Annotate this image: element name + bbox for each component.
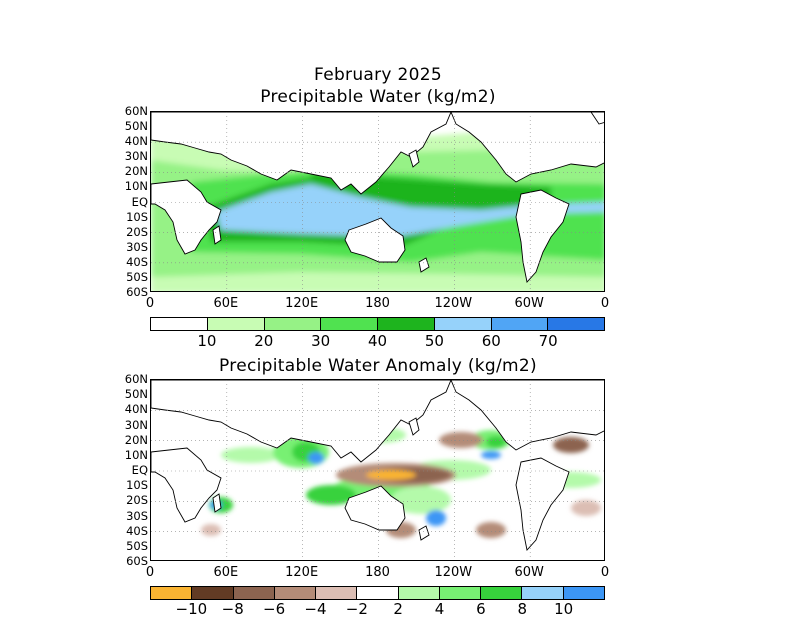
bottom-lon-label: 120W: [434, 565, 473, 580]
bottom-lat-label: 50S: [126, 538, 148, 553]
continents: [151, 112, 604, 283]
bottom-colorbar-label: −8: [221, 600, 244, 618]
bottom-colorbar-swatch: [192, 587, 234, 599]
map-date-title: February 2025: [314, 65, 442, 85]
bottom-lat-label: 50N: [124, 387, 148, 402]
bottom-lon-label: 0: [600, 565, 610, 580]
top-colorbar-swatch: [264, 318, 322, 330]
top-colorbar-swatch: [548, 318, 604, 330]
top-lat-label: 40S: [126, 254, 148, 269]
bottom-colorbar-label: 8: [517, 600, 528, 618]
bottom-colorbar-swatch: [357, 587, 399, 599]
top-lat-label: 30N: [124, 149, 148, 164]
top-colorbar-swatch: [321, 318, 378, 330]
bottom-colorbar-swatch: [481, 587, 523, 599]
bottom-colorbar-swatch: [151, 587, 193, 599]
bottom-colorbar-swatch: [439, 587, 482, 599]
bottom-lon-label: 180: [365, 565, 390, 580]
bottom-lat-label: 10N: [124, 447, 148, 462]
top-lat-label: 50N: [124, 119, 148, 134]
top-lon-label: 60W: [514, 296, 544, 311]
bottom-colorbar-swatch: [398, 587, 440, 599]
top-lon-label: 0: [145, 296, 155, 311]
bottom-lat-label: 40S: [126, 523, 148, 538]
bottom-lon-label: 120E: [285, 565, 319, 580]
bottom-colorbar-label: 2: [393, 600, 403, 618]
bottom-colorbar-label: −4: [304, 600, 327, 618]
bottom-lat-label: 30N: [124, 417, 148, 432]
top-colorbar-swatch: [378, 318, 435, 330]
bottom-lat-label: 60S: [126, 554, 148, 568]
top-lon-label: 120W: [434, 296, 473, 311]
top-lon-label: 60E: [213, 296, 239, 311]
top-lat-label: EQ: [131, 194, 148, 209]
top-colorbar-swatch: [491, 318, 549, 330]
top-lat-label: 30S: [126, 239, 148, 254]
bottom-lon-label: 60W: [514, 565, 544, 580]
bottom-colorbar-label: −6: [263, 600, 286, 618]
bottom-colorbar-label: −10: [175, 600, 208, 618]
bottom-colorbar-swatch: [522, 587, 564, 599]
top-colorbar-swatch: [151, 318, 208, 330]
top-lat-label: 10S: [126, 209, 148, 224]
top-colorbar-label: 70: [538, 332, 558, 350]
bottom-colorbar-label: 4: [434, 600, 445, 618]
bottom-lat-label: 60N: [124, 372, 148, 386]
top-colorbar-label: 20: [254, 332, 274, 350]
anomaly-map: [150, 379, 605, 561]
top-lat-label: 10N: [124, 179, 148, 194]
bottom-lon-label: 60E: [213, 565, 239, 580]
bottom-lon-label: 0: [145, 565, 155, 580]
continents: [151, 380, 604, 551]
top-lon-label: 180: [365, 296, 390, 311]
top-lon-label: 0: [600, 296, 610, 311]
top-lat-label: 20N: [124, 164, 148, 179]
bottom-colorbar-swatch: [563, 587, 604, 599]
top-colorbar-swatch: [434, 318, 492, 330]
bottom-colorbar-label: 6: [476, 600, 486, 618]
top-lat-label: 60N: [124, 104, 148, 118]
top-colorbar-label: 50: [424, 332, 444, 350]
precipitable-water-map: [150, 111, 605, 292]
top-colorbar-label: 60: [481, 332, 501, 350]
bottom-lat-label: 20N: [124, 432, 148, 447]
top-colorbar-label: 40: [367, 332, 388, 350]
precipitable-water-title: Precipitable Water (kg/m2): [260, 87, 496, 107]
top-colorbar-swatch: [207, 318, 265, 330]
precipitable-water-field: [151, 112, 604, 291]
top-lon-label: 120E: [285, 296, 319, 311]
bottom-lat-label: EQ: [131, 463, 148, 477]
bottom-colorbar-swatch: [233, 587, 275, 599]
anomaly-field: [151, 380, 604, 560]
bottom-colorbar-label: −2: [345, 600, 368, 618]
top-lat-label: 50S: [126, 269, 148, 284]
bottom-colorbar-swatch: [316, 587, 358, 599]
precipitable-water-colorbar: [150, 317, 605, 331]
bottom-colorbar-swatch: [274, 587, 317, 599]
bottom-lat-label: 40N: [124, 402, 148, 417]
bottom-lat-label: 30S: [126, 508, 148, 523]
anomaly-title: Precipitable Water Anomaly (kg/m2): [219, 356, 537, 376]
bottom-lat-label: 20S: [126, 493, 148, 508]
bottom-lat-label: 10S: [126, 478, 148, 493]
top-colorbar-label: 30: [311, 332, 331, 350]
anomaly-colorbar: [150, 586, 605, 600]
top-lat-label: 60S: [126, 285, 148, 299]
top-lat-label: 20S: [126, 224, 148, 239]
bottom-colorbar-label: 10: [554, 600, 574, 618]
top-colorbar-label: 10: [197, 332, 217, 350]
top-lat-label: 40N: [124, 134, 148, 149]
